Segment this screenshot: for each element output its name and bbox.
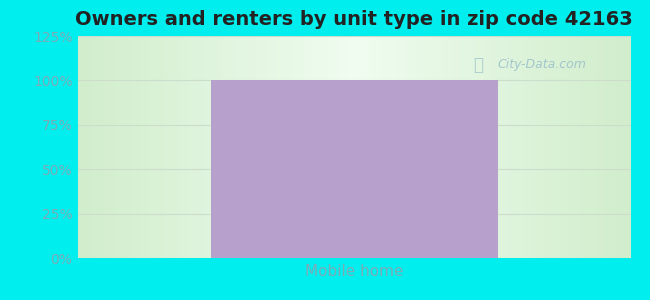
Text: City-Data.com: City-Data.com bbox=[498, 58, 587, 71]
Title: Owners and renters by unit type in zip code 42163: Owners and renters by unit type in zip c… bbox=[75, 10, 633, 29]
Text: ⦿: ⦿ bbox=[473, 56, 483, 74]
Bar bbox=[211, 80, 498, 258]
